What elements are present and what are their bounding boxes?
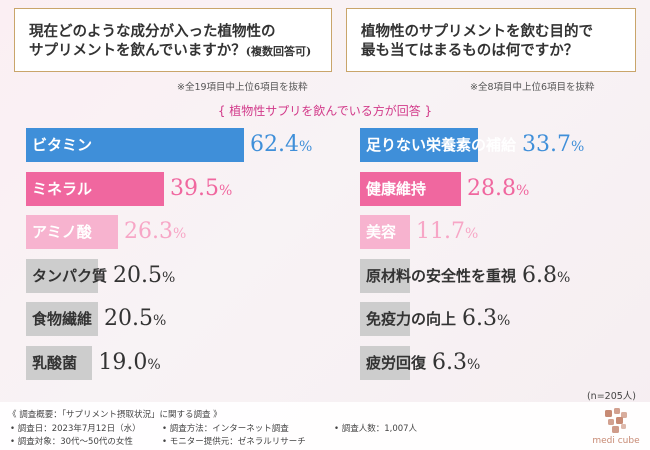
medi-cube-logo-icon: [605, 408, 627, 433]
right-question-line2: 最も当てはまるものは何ですか？: [361, 42, 579, 59]
left-bar-3: アミノ酸: [26, 215, 118, 249]
right-bar-1: 足りない栄養素の補給: [360, 128, 516, 162]
right-value-6: 6.3%: [432, 349, 481, 375]
right-bar-2: 健康維持: [360, 171, 461, 206]
right-value-1: 33.7%: [522, 132, 585, 157]
brand-logo-text: medi cube: [592, 436, 640, 446]
survey-target: • 調査対象：30代～50代の女性: [10, 437, 133, 447]
survey-overview: 《 調査概要：「サプリメント摂取状況」に関する調査 》: [8, 410, 222, 420]
brand-logo: medi cube: [590, 404, 642, 448]
left-value-6: 19.0%: [98, 349, 161, 375]
left-question-line1: 現在どのような成分が入った植物性の: [29, 23, 276, 40]
right-value-2: 28.8%: [467, 175, 530, 201]
right-bar-6: 疲労回復: [360, 345, 426, 380]
left-question-multi-note: (複数回答可): [245, 45, 312, 58]
survey-date: • 調査日：2023年7月12日（水）: [10, 424, 141, 434]
left-question-line2: サプリメントを飲んでいますか？: [29, 42, 246, 59]
right-question-line1: 植物性のサプリメントを飲む目的で: [361, 23, 593, 40]
right-question-box: 植物性のサプリメントを飲む目的で 最も当てはまるものは何ですか？: [346, 8, 636, 72]
right-value-5: 6.3%: [462, 306, 511, 331]
footer: [0, 402, 650, 450]
right-value-4: 6.8%: [522, 262, 571, 288]
left-note: ※全19項目中上位6項目を抜粋: [177, 82, 308, 93]
left-bar-6: 乳酸菌: [26, 345, 93, 380]
survey-provider: • モニター提供元：ゼネラルリサーチ: [162, 437, 306, 447]
right-bar-3: 美容: [360, 215, 410, 249]
right-bar-5: 免疫力の向上: [360, 302, 456, 336]
right-bar-4: 原材料の安全性を重視: [360, 258, 516, 293]
sample-size: (n=205人): [586, 391, 636, 402]
right-note: ※全8項目中上位6項目を抜粋: [470, 82, 595, 93]
left-value-4: 20.5%: [113, 262, 176, 288]
left-value-3: 26.3%: [124, 219, 187, 244]
left-question-box: 現在どのような成分が入った植物性の サプリメントを飲んでいますか？(複数回答可): [14, 8, 332, 72]
left-bar-4: タンパク質: [26, 258, 107, 293]
left-value-2: 39.5%: [170, 175, 233, 201]
survey-method: • 調査方法：インターネット調査: [162, 424, 289, 434]
left-bar-1: ビタミン: [26, 128, 244, 162]
subtitle: { 植物性サプリを飲んでいる方が回答 }: [217, 104, 433, 118]
left-value-1: 62.4%: [250, 132, 313, 157]
left-bar-2: ミネラル: [26, 171, 164, 206]
survey-respondents: • 調査人数：1,007人: [334, 424, 418, 434]
right-value-3: 11.7%: [416, 219, 479, 244]
left-bar-5: 食物繊維: [26, 302, 98, 336]
left-value-5: 20.5%: [104, 306, 167, 331]
